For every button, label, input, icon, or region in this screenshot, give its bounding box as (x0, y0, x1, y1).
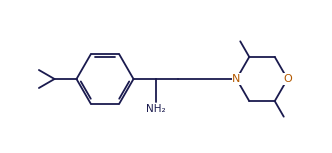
Text: O: O (283, 74, 292, 84)
Text: N: N (232, 74, 241, 84)
Text: NH₂: NH₂ (146, 104, 165, 114)
